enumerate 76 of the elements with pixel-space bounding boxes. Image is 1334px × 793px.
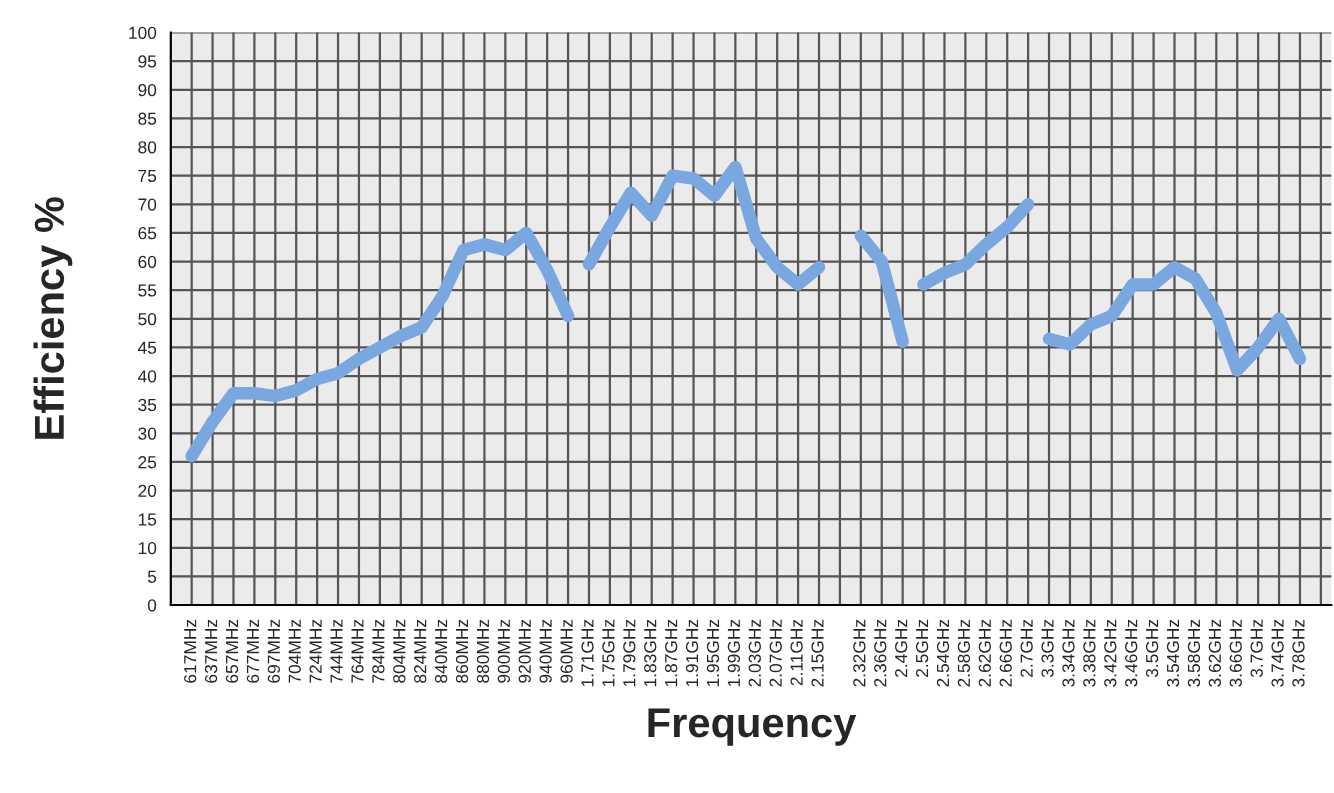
x-tick-label: 2.11GHz (790, 619, 803, 686)
x-tick-label: 1.83GHz (644, 619, 657, 687)
x-tick-label: 2.15GHz (811, 619, 824, 687)
x-tick-label: 824MHz (414, 619, 427, 683)
x-tick-label: 617MHz (184, 619, 197, 683)
y-tick-label: 35 (138, 398, 157, 412)
y-tick-label: 85 (138, 112, 157, 125)
x-tick-label: 880MHz (476, 619, 490, 683)
x-tick-label: 1.91GHz (685, 619, 699, 687)
x-tick-label: 637MHz (204, 619, 218, 683)
x-tick-label: 764MHz (351, 619, 364, 683)
x-tick-label: 657MHz (225, 619, 239, 683)
y-tick-label: 30 (138, 427, 157, 440)
x-tick-label: 1.75GHz (602, 619, 615, 687)
x-tick-label: 704MHz (288, 619, 301, 683)
y-tick-label: 50 (138, 312, 157, 326)
x-tick-label: 3.46GHz (1125, 619, 1138, 687)
x-tick-label: 3.58GHz (1187, 619, 1201, 687)
x-tick-label: 1.71GHz (581, 619, 594, 687)
y-tick-label: 90 (138, 83, 157, 97)
x-tick-label: 1.95GHz (706, 619, 720, 687)
x-tick-label: 2.03GHz (748, 619, 761, 687)
x-tick-label: 2.4GHz (895, 619, 908, 677)
x-tick-label: 860MHz (455, 619, 469, 683)
x-tick-label: 1.99GHz (727, 619, 741, 687)
x-tick-label: 2.58GHz (957, 619, 971, 687)
x-tick-label: 840MHz (434, 619, 448, 683)
x-tick-label: 784MHz (372, 619, 385, 683)
y-tick-label: 0 (147, 599, 157, 612)
x-tick-label: 3.74GHz (1271, 619, 1284, 687)
x-tick-label: 744MHz (330, 619, 343, 683)
x-tick-label: 920MHz (518, 619, 531, 683)
x-tick-label: 2.7GHz (1020, 619, 1033, 677)
x-tick-label: 3.7GHz (1250, 619, 1263, 678)
x-tick-label: 1.87GHz (664, 619, 678, 687)
x-tick-label: 2.54GHz (936, 619, 950, 687)
y-tick-label: 5 (147, 570, 157, 583)
x-tick-label: 2.62GHz (978, 619, 991, 687)
y-tick-label: 75 (138, 170, 157, 183)
x-tick-label: 697MHz (267, 619, 280, 683)
x-tick-label: 960MHz (560, 619, 573, 683)
y-tick-label: 95 (138, 55, 157, 68)
x-tick-label: 677MHz (246, 619, 260, 683)
y-tick-label: 40 (137, 370, 157, 383)
y-tick-label: 100 (129, 26, 157, 39)
x-tick-label: 3.78GHz (1292, 619, 1305, 687)
x-tick-label: 940MHz (539, 619, 552, 683)
x-tick-label: 3.66GHz (1229, 619, 1242, 687)
x-tick-label: 3.62GHz (1208, 619, 1221, 687)
x-tick-label: 3.42GHz (1104, 619, 1117, 687)
x-tick-label: 2.66GHz (999, 619, 1012, 687)
x-tick-label: 2.5GHz (915, 619, 929, 677)
x-tick-label: 2.07GHz (769, 619, 782, 687)
y-tick-label: 10 (138, 541, 157, 555)
x-tick-label: 1.79GHz (623, 619, 636, 687)
x-tick-label: 2.32GHz (853, 619, 866, 687)
y-axis-title: Efficiency % (33, 197, 73, 439)
x-tick-label: 3.38GHz (1083, 619, 1096, 687)
y-tick-label: 65 (138, 227, 157, 240)
y-tick-label: 70 (138, 198, 157, 211)
y-tick-label: 15 (138, 513, 157, 526)
y-tick-label: 20 (138, 484, 157, 498)
y-tick-label: 55 (138, 284, 157, 297)
y-tick-label: 25 (138, 456, 157, 469)
y-tick-label: 60 (138, 255, 157, 268)
x-axis-title: Frequency (648, 708, 857, 746)
x-tick-label: 724MHz (309, 619, 322, 683)
y-tick-label: 45 (137, 341, 157, 354)
x-tick-label: 2.36GHz (874, 619, 887, 687)
x-tick-label: 3.54GHz (1166, 619, 1180, 687)
x-tick-label: 3.3GHz (1041, 619, 1054, 678)
x-tick-label: 3.34GHz (1062, 619, 1075, 687)
y-tick-label: 80 (138, 141, 157, 154)
x-tick-label: 3.5GHz (1145, 619, 1159, 678)
x-tick-label: 900MHz (497, 619, 510, 683)
x-tick-label: 804MHz (393, 619, 406, 683)
